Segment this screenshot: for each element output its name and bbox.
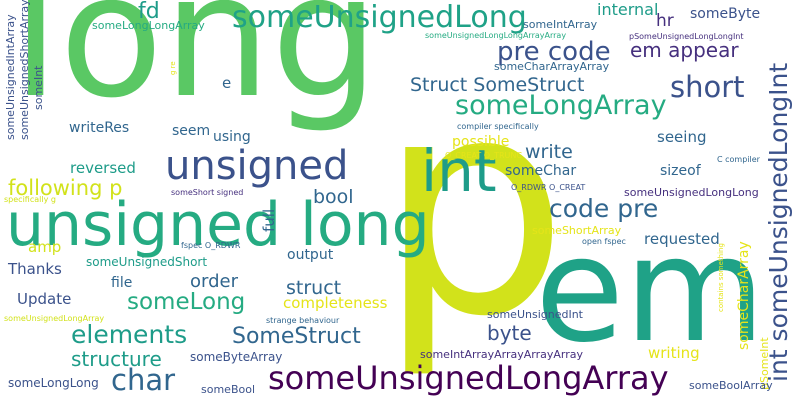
- word-open-fspec: open fspec: [582, 237, 626, 246]
- word-O_RDWR-O_CREAT: O_RDWR O_CREAT: [511, 183, 586, 192]
- word-g-re: g re: [169, 61, 177, 75]
- word-possible: possible: [452, 134, 510, 150]
- word-seeing: seeing: [657, 128, 707, 146]
- word-struct: struct: [286, 277, 342, 299]
- word-O_CREAT-O_TRUNC: O_CREAT O_TRUNC: [445, 151, 522, 160]
- word-internal: internal: [597, 0, 659, 19]
- word-someUnsignedLongLongArrayArray: someUnsignedLongLongArrayArray: [425, 31, 567, 40]
- word-reversed: reversed: [70, 159, 136, 177]
- word-someUnsignedIntArray: someUnsignedIntArray: [4, 14, 17, 140]
- word-SomeStruct: SomeStruct: [232, 324, 361, 349]
- word-amp: amp: [28, 238, 62, 256]
- word-specifically-g: specifically g: [4, 195, 56, 204]
- word-someShortArray: someShortArray: [532, 224, 622, 237]
- word-someUnsignedShort: someUnsignedShort: [86, 255, 208, 269]
- word-compiler-specifically: compiler specifically: [457, 122, 539, 131]
- word-unsigned-long: unsigned long: [6, 190, 430, 260]
- word-write: write: [525, 141, 573, 163]
- word-em-appear: em appear: [630, 38, 739, 62]
- word-strange-behaviour: strange behaviour: [266, 316, 340, 325]
- word-elements: elements: [71, 320, 188, 349]
- word-seem: seem: [172, 123, 211, 139]
- word-someCharArray: someCharArray: [736, 241, 752, 350]
- word-e: e: [222, 74, 232, 92]
- word-char: char: [111, 363, 176, 397]
- word-file: file: [111, 275, 133, 291]
- word-someInt: someInt: [32, 65, 45, 110]
- word-contains-something: contains something: [717, 243, 725, 312]
- word-someIntArrayArrayArrayArray: someIntArrayArrayArrayArray: [420, 348, 583, 361]
- word-someBool: someBool: [201, 383, 256, 396]
- word-someChar: someChar: [505, 163, 577, 179]
- word-requested: requested: [644, 230, 720, 248]
- word-Struct-SomeStruct: Struct SomeStruct: [410, 74, 585, 96]
- word-someLong: someLong: [127, 289, 246, 315]
- word-someUnsignedLongArray-small: someUnsignedLongArray: [4, 314, 105, 323]
- word-code-pre: code pre: [549, 194, 659, 223]
- word-someLongArray: someLongArray: [455, 90, 667, 121]
- word-byte: byte: [487, 321, 532, 345]
- word-output: output: [287, 247, 334, 263]
- word-pSomeUnsignedLongLongInt: pSomeUnsignedLongLongInt: [629, 32, 744, 41]
- word-em: em: [535, 206, 766, 375]
- word-Thanks: Thanks: [8, 260, 62, 278]
- word-writeRes: writeRes: [69, 120, 130, 136]
- word-writing: writing: [648, 344, 700, 362]
- word-long: long: [12, 0, 379, 136]
- word-int: int: [421, 137, 497, 205]
- word-someByte: someByte: [690, 6, 761, 22]
- word-someShort-signed: someShort signed: [171, 188, 244, 197]
- word-someUnsignedLongArray: someUnsignedLongArray: [268, 359, 669, 397]
- word-full: full: [260, 208, 278, 232]
- word-bool: bool: [313, 186, 354, 208]
- word-someUnsignedLong: someUnsignedLong: [232, 0, 527, 35]
- word-structure: structure: [71, 347, 162, 371]
- word-someBoolArray: someBoolArray: [689, 379, 773, 392]
- word-someLongLongArray: someLongLongArray: [92, 19, 205, 32]
- word-short: short: [670, 70, 745, 104]
- word-sizeof: sizeof: [660, 163, 701, 179]
- word-order: order: [190, 271, 238, 292]
- word-fd: fd: [138, 0, 160, 24]
- word-pre-code: pre code: [497, 37, 611, 67]
- word-using: using: [213, 129, 251, 145]
- word-unsigned: unsigned: [165, 143, 349, 189]
- word-someUnsignedInt: someUnsignedInt: [487, 308, 583, 321]
- word-hr: hr: [656, 11, 674, 31]
- word-someUnsignedShortArray: someUnsignedShortArray: [18, 0, 31, 140]
- word-someByteArray: someByteArray: [190, 350, 283, 364]
- word-completeness: completeness: [283, 294, 388, 312]
- word-fspec-O_RDWR: fspec O_RDWR: [181, 241, 241, 250]
- word-someUnsignedLongLong: someUnsignedLongLong: [624, 186, 759, 199]
- word-int-someUnsignedLongInt: int someUnsignedLongInt: [764, 62, 793, 382]
- word-p: p: [378, 33, 569, 382]
- word-Update: Update: [17, 290, 72, 308]
- word-following-p: following p: [8, 176, 123, 200]
- word-C-compiler: C compiler: [717, 155, 760, 164]
- word-someLongLong: someLongLong: [8, 376, 99, 390]
- word-someCharArrayArray: someCharArrayArray: [494, 60, 610, 73]
- word-someIntArray: someIntArray: [523, 18, 598, 31]
